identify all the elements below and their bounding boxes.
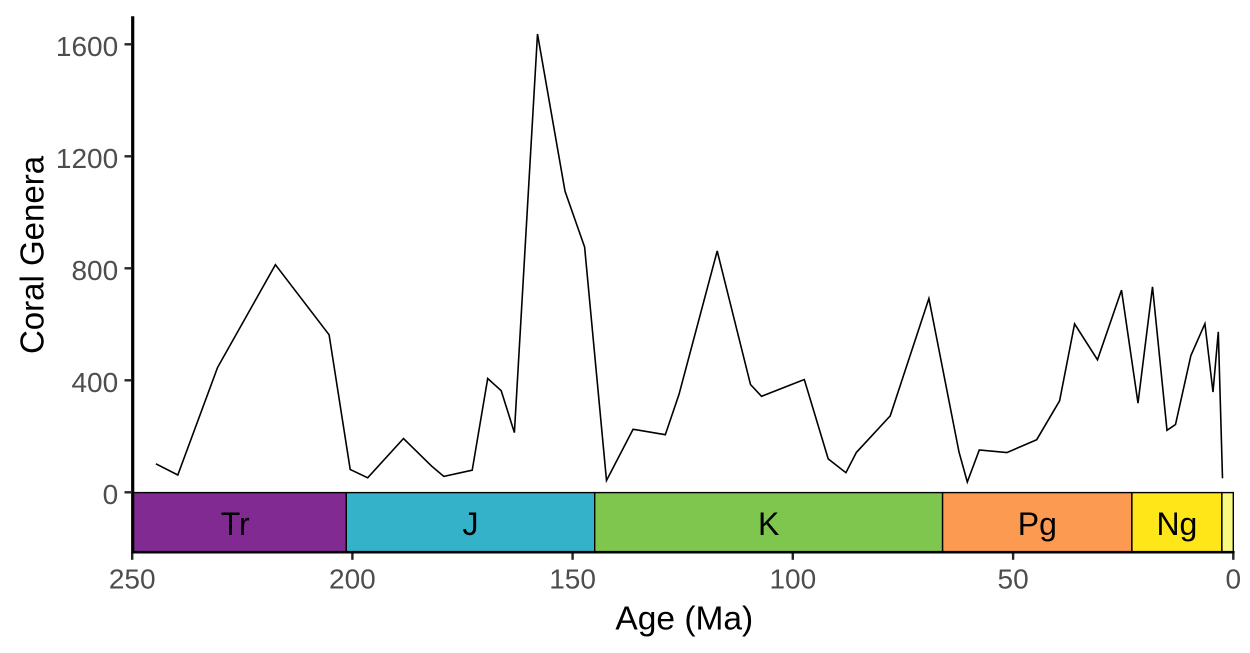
svg-text:200: 200 [329, 563, 376, 594]
svg-text:50: 50 [998, 563, 1029, 594]
svg-text:Tr: Tr [221, 506, 250, 542]
svg-text:800: 800 [71, 255, 118, 286]
svg-text:1200: 1200 [56, 143, 118, 174]
svg-text:Coral Genera: Coral Genera [14, 155, 51, 354]
svg-text:J: J [463, 506, 479, 542]
svg-text:100: 100 [769, 563, 816, 594]
svg-text:0: 0 [1226, 563, 1242, 594]
svg-text:0: 0 [103, 479, 119, 510]
svg-text:400: 400 [71, 367, 118, 398]
svg-text:150: 150 [549, 563, 596, 594]
svg-text:Age (Ma): Age (Ma) [615, 600, 753, 637]
svg-text:Ng: Ng [1156, 506, 1197, 542]
svg-text:250: 250 [109, 563, 156, 594]
svg-text:K: K [758, 506, 779, 542]
svg-text:Pg: Pg [1018, 506, 1057, 542]
svg-text:1600: 1600 [56, 31, 118, 62]
